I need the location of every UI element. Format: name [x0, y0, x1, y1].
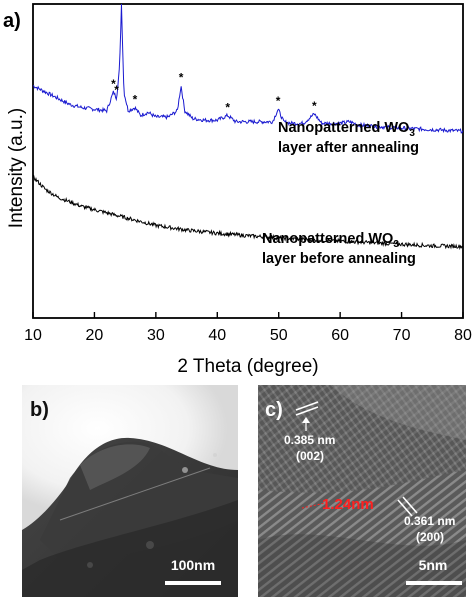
- panel-c-hrtem-image: c) 0.385 nm (002) 1.24nm 0.361 nm (200) …: [258, 385, 466, 597]
- spacing-arrow-1-head: [302, 417, 310, 423]
- panel-a-xrd-chart: a) Intensity (a.u.) 2 Theta (degree) 10 2…: [3, 0, 472, 377]
- spacing-marker-2b: [402, 496, 418, 514]
- panel-b-scale-label: 100nm: [171, 557, 215, 573]
- panel-c-label: c): [265, 399, 283, 421]
- x-tick-label: 60: [331, 327, 349, 344]
- measurement-line: [301, 501, 331, 509]
- annotation-after-annealing-line2: layer after annealing: [278, 140, 419, 156]
- annotation-after-annealing-line1: Nanopatterned WO3: [278, 120, 415, 139]
- subscript-3: 3: [409, 128, 415, 139]
- plot-frame: [32, 3, 464, 319]
- series-line-after-annealing: [32, 4, 464, 134]
- peak-marker: *: [312, 99, 317, 113]
- peak-marker: *: [114, 83, 119, 97]
- x-tick-label: 70: [393, 327, 411, 344]
- x-tick-label: 50: [270, 327, 288, 344]
- peak-markers: ********: [111, 0, 317, 114]
- peak-marker: *: [133, 93, 138, 107]
- panel-a-label: a): [3, 10, 21, 32]
- x-tick-label: 40: [208, 327, 226, 344]
- peak-marker: *: [276, 94, 281, 108]
- annotation-before-annealing-line2: layer before annealing: [262, 251, 416, 267]
- spacing-1-plane: (002): [296, 449, 324, 463]
- bright-region: [22, 385, 238, 530]
- panel-b-scale-bar: [165, 581, 221, 585]
- panel-b-sem-image: b) 100nm: [22, 385, 238, 597]
- spacing-1-value: 0.385 nm: [284, 433, 335, 447]
- subscript-3: 3: [393, 239, 399, 250]
- series-layer: [32, 4, 464, 251]
- y-axis-label: Intensity (a.u.): [6, 108, 27, 228]
- spacing-marker-2a: [397, 499, 413, 517]
- panel-c-scale-bar: [406, 581, 462, 585]
- spacing-2-value: 0.361 nm: [404, 514, 455, 528]
- x-tick-label: 80: [454, 327, 472, 344]
- x-tick-label: 20: [86, 327, 104, 344]
- panel-b-label: b): [30, 399, 49, 421]
- series-line-before-annealing: [32, 174, 464, 251]
- x-tick-label: 30: [147, 327, 165, 344]
- x-axis-label: 2 Theta (degree): [177, 356, 318, 377]
- annotation-before-annealing-line1: Nanopatterned WO3: [262, 231, 399, 250]
- x-ticks: 10 20 30 40 50 60 70 80: [24, 312, 472, 344]
- peak-marker: *: [179, 71, 184, 85]
- peak-marker: *: [111, 77, 116, 91]
- x-tick-label: 10: [24, 327, 42, 344]
- peak-marker: *: [119, 0, 124, 3]
- peak-marker: *: [225, 100, 230, 114]
- spacing-2-plane: (200): [416, 530, 444, 544]
- panel-c-scale-label: 5nm: [419, 557, 448, 573]
- spacing-marker-1b: [295, 406, 319, 416]
- measurement-label: 1.24nm: [322, 496, 374, 513]
- spacing-marker-1a: [295, 401, 319, 411]
